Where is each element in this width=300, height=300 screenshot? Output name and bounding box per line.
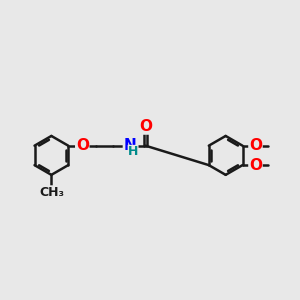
Text: N: N: [124, 138, 136, 153]
Text: O: O: [76, 138, 89, 153]
Text: O: O: [249, 138, 262, 153]
Text: CH₃: CH₃: [39, 186, 64, 199]
Text: H: H: [128, 145, 138, 158]
Text: O: O: [249, 158, 262, 172]
Text: O: O: [139, 119, 152, 134]
